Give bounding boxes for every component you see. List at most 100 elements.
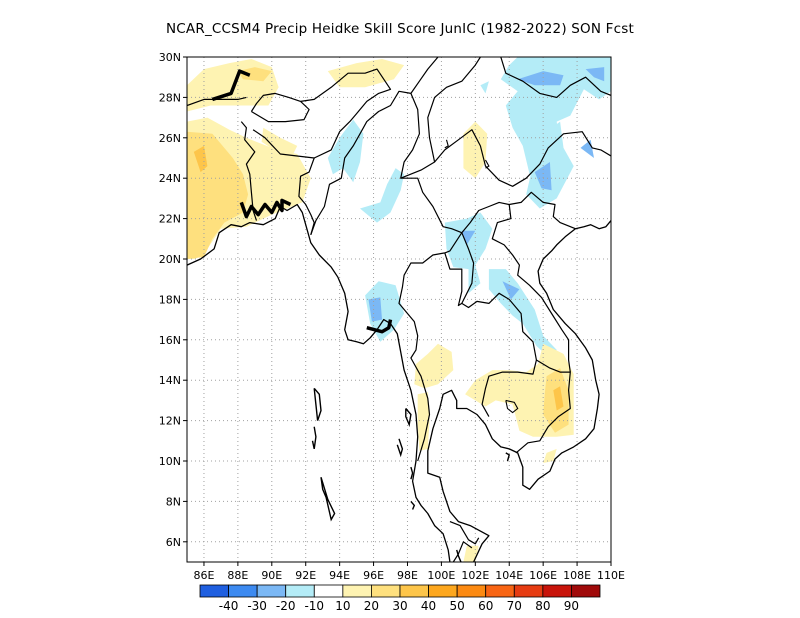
lon-label-106E: 106E (529, 569, 557, 582)
country-border-13 (400, 129, 611, 187)
country-border-17 (452, 541, 473, 562)
skill-contour-neg20-18 (461, 230, 476, 245)
colorbar-label-12: 90 (564, 599, 579, 613)
colorbar-label-4: 10 (335, 599, 350, 613)
lat-label-30N: 30N (159, 51, 181, 64)
country-border-11 (491, 204, 571, 373)
lon-label-90E: 90E (261, 569, 282, 582)
colorbar-label-1: -30 (247, 599, 267, 613)
country-border-3 (187, 96, 247, 107)
lon-label-94E: 94E (329, 569, 350, 582)
country-border-8 (461, 191, 576, 234)
colorbar-swatch-4 (313, 584, 344, 598)
skill-contour-neg20-22 (368, 297, 382, 322)
colorbar-label-10: 70 (507, 599, 522, 613)
skill-contour-pos20-1 (237, 67, 272, 82)
colorbar-label-7: 40 (421, 599, 436, 613)
lat-label-10N: 10N (159, 455, 181, 468)
colorbar-label-9: 60 (478, 599, 493, 613)
colorbar-label-11: 80 (535, 599, 550, 613)
country-border-14 (427, 57, 481, 163)
colorbar-swatch-5 (342, 584, 372, 598)
delta-coastline-1 (211, 69, 251, 102)
skill-contour-neg10-16 (360, 168, 405, 223)
colorbar-swatch-12 (542, 584, 572, 598)
lon-label-98E: 98E (397, 569, 418, 582)
skill-score-fields (187, 57, 611, 562)
country-border-9 (461, 232, 538, 417)
colorbar-swatch-10 (485, 584, 515, 598)
axis-ticks (183, 56, 612, 566)
skill-contour-neg20-10 (517, 71, 564, 86)
skill-contour-neg20-20 (502, 281, 520, 300)
colorbar-swatch-6 (371, 584, 401, 598)
lon-label-110E: 110E (597, 569, 625, 582)
lon-label-92E: 92E (295, 569, 316, 582)
island-outline-8 (456, 549, 462, 562)
colorbar-swatch-9 (456, 584, 487, 598)
country-border-16 (449, 521, 480, 545)
axis-labels: 30N 28N 26N 24N 22N 20N 18N 16N 14N 12N 10N 8N 6N 86E… (159, 51, 625, 582)
lat-label-22N: 22N (159, 213, 181, 226)
lat-label-28N: 28N (159, 91, 181, 104)
lake-outline-2 (485, 159, 490, 169)
lake-outline-0 (505, 399, 519, 414)
colorbar-swatch-11 (513, 584, 544, 598)
lat-label-24N: 24N (159, 172, 181, 185)
lon-label-100E: 100E (427, 569, 455, 582)
lon-label-102E: 102E (461, 569, 489, 582)
colorbar-swatch-13 (571, 584, 601, 598)
island-outline-2 (320, 476, 336, 522)
map-plot-area (187, 57, 611, 562)
colorbar-swatch-2 (256, 584, 287, 598)
coastline-1 (427, 220, 611, 562)
lat-label-14N: 14N (159, 374, 181, 387)
colorbar-swatch-7 (399, 584, 429, 598)
delta-coastline-2 (366, 319, 393, 334)
colorbar-swatch-0 (199, 584, 229, 598)
country-border-4 (300, 68, 392, 159)
skill-contour-pos30-27 (553, 386, 564, 411)
geographic-outlines (187, 57, 611, 562)
skill-contour-neg10-19 (488, 269, 557, 360)
map-frame (186, 56, 612, 563)
lon-label-108E: 108E (563, 569, 591, 582)
coastline-0 (187, 203, 451, 562)
delta-coastline-0 (239, 198, 292, 219)
skill-contour-neg10-17 (444, 212, 493, 294)
country-border-10 (444, 252, 463, 307)
skill-contour-neg20-11 (585, 67, 605, 82)
island-outline-5 (410, 466, 414, 480)
colorbar-label-8: 50 (450, 599, 465, 613)
lon-label-86E: 86E (193, 569, 214, 582)
lat-label-20N: 20N (159, 253, 181, 266)
lon-label-88E: 88E (227, 569, 248, 582)
skill-contour-pos10-5 (261, 127, 298, 156)
skill-contour-neg20-13 (534, 162, 552, 191)
island-outline-3 (405, 408, 412, 428)
skill-contour-neg10-8 (480, 81, 489, 94)
country-border-0 (240, 121, 258, 221)
country-border-1 (252, 129, 315, 235)
skill-contour-pos10-24 (417, 392, 430, 451)
island-outline-4 (396, 438, 404, 458)
lat-label-12N: 12N (159, 415, 181, 428)
country-border-15 (500, 57, 611, 99)
lat-label-16N: 16N (159, 334, 181, 347)
country-border-5 (310, 90, 463, 254)
colorbar-label-2: -20 (276, 599, 296, 613)
island-outline-6 (410, 500, 416, 510)
colorbar-swatch-8 (428, 584, 458, 598)
lon-label-104E: 104E (495, 569, 523, 582)
lake-outline-1 (444, 139, 449, 149)
country-border-12 (515, 359, 571, 454)
lat-label-18N: 18N (159, 293, 181, 306)
country-border-6 (410, 57, 439, 94)
colorbar: -40 -30 -20 -10 10 20 30 40 50 60 70 80 90 (199, 584, 601, 613)
map-title: NCAR_CCSM4 Precip Heidke Skill Score Jun… (166, 21, 634, 37)
lat-label-6N: 6N (166, 536, 181, 549)
lat-label-8N: 8N (166, 495, 181, 508)
colorbar-label-0: -40 (219, 599, 239, 613)
colorbar-swatch-3 (285, 584, 315, 598)
